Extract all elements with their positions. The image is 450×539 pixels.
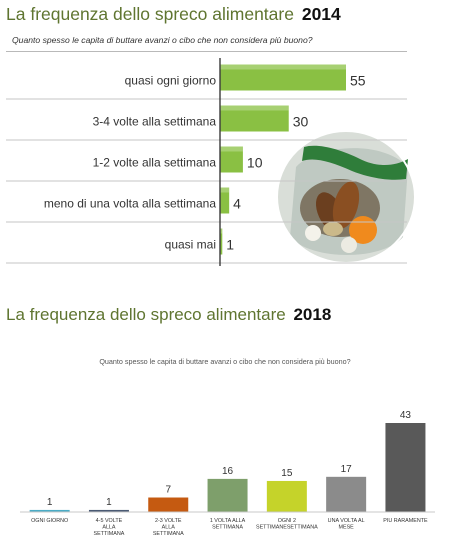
chart-2018-category-label: 2-3 VOLTE ALLA SETTIMANA — [153, 518, 184, 537]
chart-2018-subtitle: Quanto spesso le capita di buttare avanz… — [99, 357, 351, 366]
chart-2018-category-label: UNA VOLTA AL MESE — [328, 518, 365, 530]
chart-2014-bar-highlight — [220, 146, 243, 152]
chart-2018-category-label: 4-5 VOLTE ALLA SETTIMANA — [94, 518, 125, 537]
chart-2014-title: La frequenza dello spreco alimentare 201… — [6, 4, 341, 25]
chart-2018-title-text: La frequenza dello spreco alimentare — [6, 305, 286, 324]
chart-2014-title-year: 2014 — [301, 4, 341, 24]
chart-2018-category-label: 1 VOLTA ALLA SETTIMANA — [210, 518, 246, 530]
chart-2014-category-label: 3-4 volte alla settimana — [93, 115, 217, 129]
chart-2014-divider — [6, 51, 407, 52]
chart-2014-bar — [220, 64, 346, 91]
chart-2014-bar-highlight — [220, 187, 230, 193]
chart-2014-value-label: 1 — [226, 237, 234, 253]
chart-2018-bar — [385, 423, 426, 512]
chart-2014-title-text: La frequenza dello spreco alimentare — [6, 4, 294, 24]
chart-2014: quasi ogni giorno 3-4 volte alla settiman… — [6, 58, 416, 266]
chart-2014-bar-highlight — [220, 105, 289, 111]
chart-2014-value-label: 55 — [350, 73, 366, 89]
chart-2018-bar — [88, 509, 129, 512]
chart-2014-category-label: meno di una volta alla settimana — [44, 197, 216, 211]
food-waste-bin-image — [276, 130, 416, 264]
chart-2018-bar — [148, 497, 189, 512]
chart-2018-category-label: PIU RARAMENTE — [383, 518, 428, 524]
chart-2018-bar — [326, 476, 367, 512]
chart-2014-bar — [220, 187, 230, 214]
chart-2018-value-label: 1 — [106, 497, 112, 508]
chart-2014-bar — [220, 105, 289, 132]
chart-2014-category-label: quasi mai — [165, 238, 216, 252]
chart-2014-bar-highlight — [220, 228, 223, 234]
chart-2014-value-label: 30 — [293, 114, 309, 130]
chart-2014-category-label: quasi ogni giorno — [125, 74, 217, 88]
chart-2018-value-label: 17 — [341, 464, 353, 475]
chart-2014-value-label: 4 — [233, 196, 241, 212]
chart-2014-bar-highlight — [220, 64, 346, 70]
chart-2018-category-label: OGNI 2 SETTIMANESETTIMANA — [256, 518, 318, 530]
chart-2018-value-label: 7 — [165, 485, 171, 496]
chart-2018-value-label: 16 — [222, 466, 234, 477]
chart-2014-category-label: 1-2 volte alla settimana — [93, 156, 217, 170]
chart-2018-value-label: 1 — [47, 497, 53, 508]
chart-2018-bar — [207, 478, 248, 512]
chart-2014-subtitle: Quanto spesso le capita di buttare avanz… — [12, 35, 313, 45]
chart-2014-value-label: 10 — [247, 155, 263, 171]
chart-2018-value-label: 43 — [400, 410, 412, 421]
chart-2018-bar — [266, 480, 307, 512]
chart-2014-bar — [220, 146, 243, 173]
chart-2018-category-label: OGNI GIORNO — [31, 518, 68, 524]
chart-2014-bar — [220, 228, 223, 255]
chart-2018-value-label: 15 — [281, 468, 293, 479]
chart-2018-title: La frequenza dello spreco alimentare 201… — [6, 305, 331, 325]
chart-2018-bar — [29, 509, 70, 512]
chart-2018-title-year: 2018 — [293, 305, 332, 324]
